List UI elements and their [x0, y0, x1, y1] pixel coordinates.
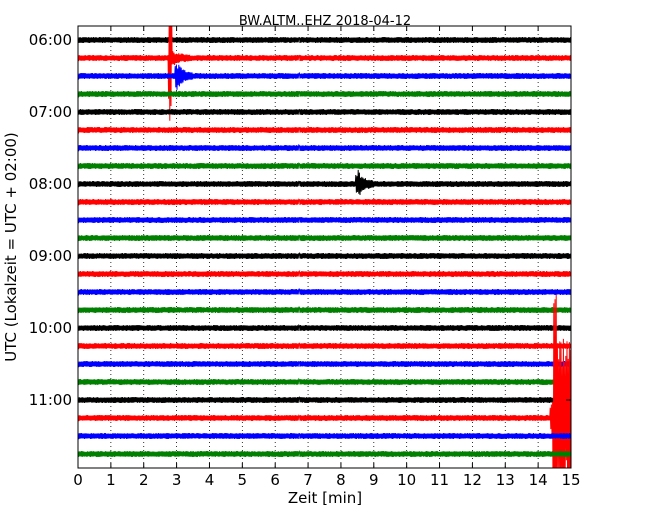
- trace-1030: [78, 360, 571, 368]
- x-tick-label-5: 5: [238, 471, 248, 489]
- trace-0745: [78, 162, 571, 170]
- trace-0700: [78, 108, 571, 116]
- x-axis-label: Zeit [min]: [288, 489, 362, 507]
- x-tick-label-2: 2: [139, 471, 149, 489]
- grid: [110, 26, 539, 468]
- plot-frame: [77, 25, 572, 469]
- y-tick-label-4: 10:00: [29, 319, 72, 337]
- y-tick-label-5: 11:00: [29, 391, 72, 409]
- y-tick-label-1: 07:00: [29, 103, 72, 121]
- x-axis: 0 1 2 3 4 5 6 7 8 9 10 11 12 13 14 15: [73, 26, 581, 489]
- trace-1145: [78, 450, 571, 458]
- x-tick-label-6: 6: [270, 471, 280, 489]
- traces: [78, 26, 571, 468]
- trace-1100: [78, 396, 571, 404]
- trace-0930: [78, 288, 571, 296]
- x-tick-label-11: 11: [430, 471, 449, 489]
- trace-0915: [78, 270, 571, 278]
- x-tick-label-15: 15: [561, 471, 580, 489]
- x-tick-label-0: 0: [73, 471, 83, 489]
- y-axis-label: UTC (Lokalzeit = UTC + 02:00): [2, 132, 20, 362]
- x-tick-label-14: 14: [529, 471, 548, 489]
- x-tick-label-7: 7: [303, 471, 313, 489]
- trace-0730: [78, 144, 571, 152]
- x-tick-label-8: 8: [336, 471, 346, 489]
- x-tick-label-12: 12: [463, 471, 482, 489]
- trace-0600: [78, 36, 571, 44]
- x-tick-label-1: 1: [106, 471, 116, 489]
- x-tick-label-3: 3: [172, 471, 182, 489]
- x-tick-label-9: 9: [369, 471, 379, 489]
- trace-0815: [78, 198, 571, 206]
- x-tick-label-10: 10: [397, 471, 416, 489]
- trace-0830: [78, 216, 571, 224]
- trace-1015: [78, 342, 571, 350]
- trace-0645: [78, 90, 571, 98]
- y-tick-label-3: 09:00: [29, 247, 72, 265]
- trace-0615: [78, 26, 571, 121]
- trace-0715: [78, 126, 571, 134]
- trace-0845: [78, 234, 571, 242]
- trace-0945: [78, 306, 571, 314]
- trace-1130: [78, 432, 571, 440]
- trace-0800: [78, 169, 571, 196]
- y-axis: 06:00 07:00 08:00 09:00 10:00 11:00: [29, 31, 571, 409]
- x-tick-label-4: 4: [205, 471, 215, 489]
- chart-title: BW.ALTM..EHZ 2018-04-12: [239, 14, 411, 29]
- y-tick-label-2: 08:00: [29, 175, 72, 193]
- trace-1045: [78, 377, 571, 386]
- trace-1000: [78, 324, 571, 332]
- trace-1115: [78, 294, 571, 468]
- x-tick-label-13: 13: [496, 471, 515, 489]
- trace-0900: [78, 252, 571, 260]
- trace-0630: [78, 64, 571, 90]
- y-tick-label-0: 06:00: [29, 31, 72, 49]
